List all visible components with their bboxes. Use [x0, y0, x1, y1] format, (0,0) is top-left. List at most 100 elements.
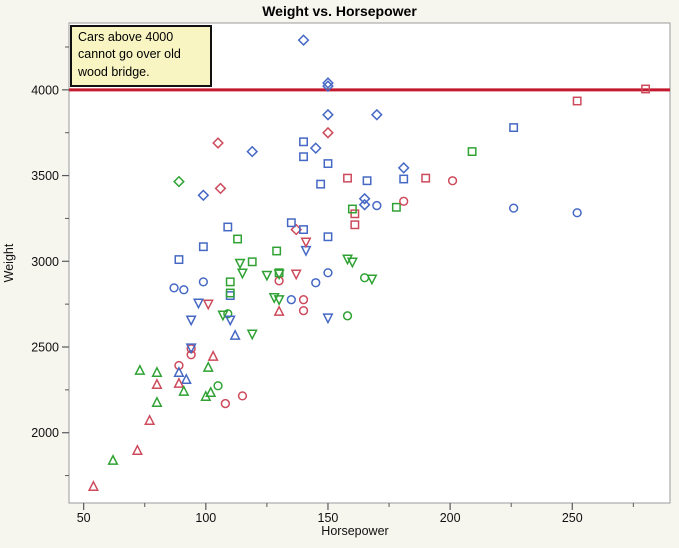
- data-point-green-triangle-up[interactable]: [200, 390, 212, 401]
- data-point-green-triangle-down[interactable]: [261, 270, 273, 282]
- data-point-green-triangle-down[interactable]: [246, 329, 258, 341]
- data-point-red-triangle-up[interactable]: [87, 480, 99, 491]
- data-point-red-diamond[interactable]: [322, 126, 334, 139]
- data-point-red-triangle-up[interactable]: [144, 414, 156, 425]
- data-point-green-triangle-down[interactable]: [217, 310, 229, 322]
- data-point-blue-square[interactable]: [299, 152, 308, 162]
- data-point-blue-circle[interactable]: [286, 295, 296, 305]
- data-point-blue-diamond[interactable]: [309, 142, 322, 155]
- data-point-green-triangle-up[interactable]: [151, 396, 163, 407]
- data-point-blue-circle[interactable]: [572, 208, 582, 218]
- data-point-green-triangle-down[interactable]: [346, 257, 358, 269]
- x-axis-tick-label: 50: [77, 511, 91, 525]
- data-point-green-square[interactable]: [467, 147, 477, 157]
- data-point-blue-square[interactable]: [174, 255, 184, 265]
- data-point-blue-circle[interactable]: [198, 277, 209, 287]
- data-point-blue-triangle-down[interactable]: [185, 315, 197, 327]
- data-point-green-square[interactable]: [347, 204, 357, 214]
- data-point-blue-diamond[interactable]: [197, 189, 210, 202]
- data-point-blue-square[interactable]: [323, 232, 333, 242]
- data-point-green-triangle-up[interactable]: [151, 366, 163, 377]
- data-point-blue-triangle-down[interactable]: [224, 315, 236, 327]
- data-point-green-triangle-down[interactable]: [236, 268, 248, 280]
- data-point-green-triangle-up[interactable]: [202, 361, 214, 372]
- data-point-blue-triangle-down[interactable]: [192, 298, 205, 310]
- data-point-blue-circle[interactable]: [372, 200, 382, 211]
- data-point-blue-triangle-down[interactable]: [185, 343, 197, 355]
- data-point-red-square[interactable]: [350, 220, 360, 230]
- data-point-green-diamond[interactable]: [173, 175, 185, 188]
- data-point-green-circle[interactable]: [213, 381, 223, 391]
- data-point-blue-circle[interactable]: [311, 278, 321, 288]
- data-point-red-circle[interactable]: [220, 398, 231, 409]
- data-point-blue-diamond[interactable]: [322, 80, 334, 92]
- data-point-blue-diamond[interactable]: [246, 145, 259, 158]
- data-point-green-triangle-down[interactable]: [273, 295, 285, 306]
- data-point-red-square[interactable]: [572, 96, 582, 106]
- data-point-blue-circle[interactable]: [169, 283, 179, 293]
- data-point-green-triangle-up[interactable]: [178, 385, 190, 396]
- data-point-blue-square[interactable]: [299, 225, 308, 235]
- data-point-blue-triangle-up[interactable]: [229, 329, 241, 340]
- data-point-red-square[interactable]: [641, 84, 651, 94]
- data-point-blue-square[interactable]: [198, 242, 208, 252]
- data-point-red-triangle-down[interactable]: [300, 237, 312, 249]
- data-point-blue-diamond[interactable]: [358, 198, 371, 211]
- data-point-red-square[interactable]: [343, 173, 352, 183]
- data-point-green-square[interactable]: [272, 246, 282, 256]
- data-point-green-circle[interactable]: [342, 311, 353, 321]
- data-point-blue-circle[interactable]: [323, 268, 333, 278]
- data-point-green-triangle-up[interactable]: [134, 364, 146, 375]
- data-point-blue-diamond[interactable]: [370, 108, 383, 121]
- data-point-red-triangle-down[interactable]: [202, 299, 214, 311]
- data-point-green-triangle-down[interactable]: [366, 274, 378, 286]
- data-point-blue-diamond[interactable]: [358, 192, 371, 205]
- data-point-blue-diamond[interactable]: [297, 34, 310, 47]
- data-point-green-square[interactable]: [391, 202, 401, 212]
- data-point-blue-square[interactable]: [316, 179, 326, 189]
- data-point-blue-circle[interactable]: [179, 285, 189, 295]
- data-point-red-triangle-up[interactable]: [131, 444, 143, 455]
- data-point-red-circle[interactable]: [298, 306, 309, 316]
- data-point-red-triangle-down[interactable]: [290, 269, 302, 281]
- data-point-green-square[interactable]: [225, 277, 235, 287]
- y-axis-tick-label: 2500: [31, 341, 59, 355]
- data-point-green-triangle-up[interactable]: [107, 454, 119, 465]
- data-point-red-triangle-up[interactable]: [151, 378, 163, 389]
- data-point-blue-square[interactable]: [299, 137, 308, 147]
- data-point-red-circle[interactable]: [237, 391, 248, 401]
- data-point-red-circle[interactable]: [399, 196, 409, 206]
- data-point-red-triangle-up[interactable]: [273, 305, 285, 316]
- data-point-red-diamond[interactable]: [214, 182, 227, 195]
- data-point-blue-diamond[interactable]: [322, 77, 334, 89]
- data-point-green-square[interactable]: [225, 288, 235, 298]
- data-point-green-triangle-down[interactable]: [273, 269, 285, 281]
- data-point-red-circle[interactable]: [186, 350, 196, 360]
- data-point-blue-square[interactable]: [509, 123, 519, 133]
- data-point-red-diamond[interactable]: [212, 137, 224, 149]
- data-point-green-triangle-up[interactable]: [205, 386, 217, 398]
- data-point-red-square[interactable]: [350, 209, 360, 219]
- data-point-blue-square[interactable]: [286, 218, 296, 228]
- data-point-blue-square[interactable]: [223, 222, 233, 232]
- data-point-blue-circle[interactable]: [508, 203, 519, 213]
- data-point-blue-square[interactable]: [323, 159, 333, 169]
- data-point-red-triangle-up[interactable]: [173, 377, 185, 388]
- data-point-green-square[interactable]: [247, 257, 257, 267]
- data-point-red-triangle-up[interactable]: [207, 350, 219, 361]
- data-point-green-circle[interactable]: [223, 309, 233, 319]
- annotation-note[interactable]: Cars above 4000 cannot go over old wood …: [70, 25, 212, 87]
- data-point-red-circle[interactable]: [447, 176, 458, 186]
- data-point-blue-diamond[interactable]: [322, 108, 334, 121]
- data-point-red-circle[interactable]: [298, 295, 309, 305]
- data-point-green-triangle-down[interactable]: [341, 254, 354, 266]
- data-point-blue-diamond[interactable]: [397, 161, 410, 174]
- data-point-red-square[interactable]: [421, 173, 431, 183]
- data-point-blue-triangle-down[interactable]: [322, 313, 334, 325]
- data-point-blue-square[interactable]: [362, 176, 372, 186]
- data-point-green-triangle-down[interactable]: [234, 258, 246, 270]
- data-point-blue-triangle-up[interactable]: [173, 366, 185, 377]
- data-point-blue-square[interactable]: [399, 174, 409, 184]
- data-point-blue-triangle-up[interactable]: [180, 373, 192, 384]
- data-point-green-square[interactable]: [233, 234, 243, 244]
